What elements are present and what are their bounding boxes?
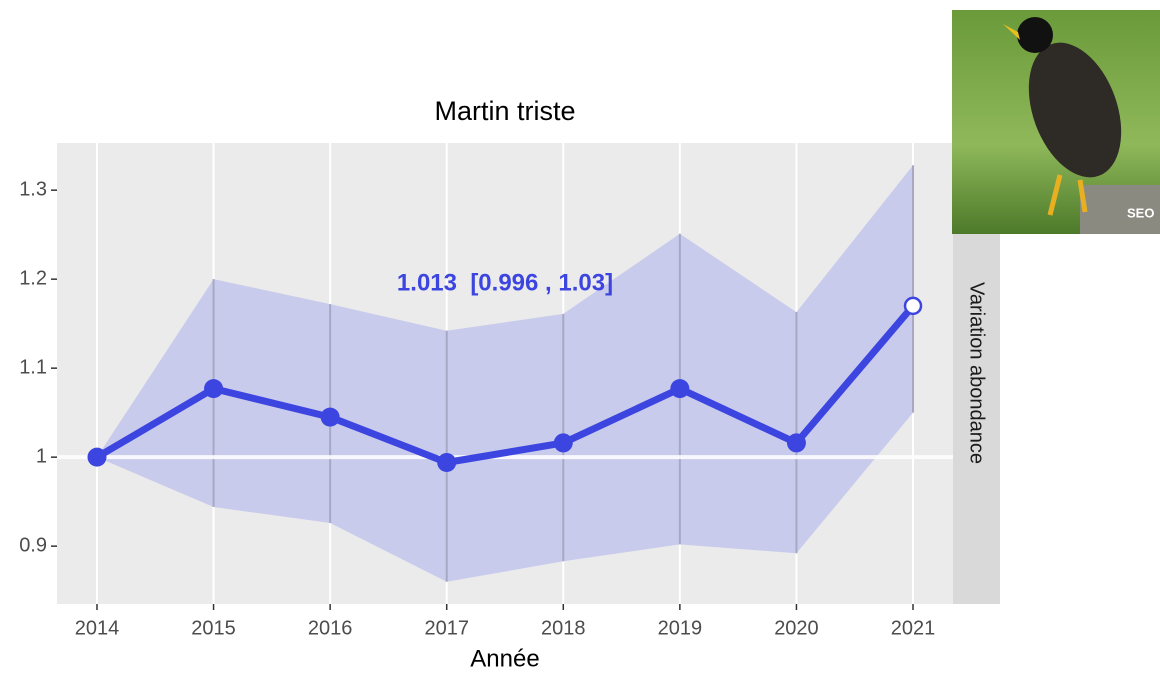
x-tick-label: 2019 — [658, 617, 703, 639]
x-tick-label: 2020 — [774, 617, 819, 639]
x-tick-label: 2015 — [191, 617, 236, 639]
point — [437, 453, 456, 472]
strip-label: Variation abondance — [966, 282, 988, 464]
x-tick-label: 2016 — [308, 617, 353, 639]
point — [787, 433, 806, 452]
x-tick-label: 2017 — [424, 617, 469, 639]
y-tick-label: 1.1 — [19, 356, 47, 378]
x-tick-label: 2014 — [75, 617, 120, 639]
y-tick-label: 1 — [36, 445, 47, 467]
point — [670, 379, 689, 398]
photo: SEO — [952, 10, 1160, 234]
point — [554, 433, 573, 452]
point — [87, 448, 106, 467]
chart-title: Martin triste — [434, 96, 575, 126]
photo-credit: SEO — [1127, 205, 1154, 220]
x-tick-label: 2021 — [891, 617, 936, 639]
photo-bird-head — [1017, 17, 1053, 53]
annotation: 1.013 [0.996 , 1.03] — [397, 269, 613, 296]
x-tick-label: 2018 — [541, 617, 586, 639]
point — [905, 298, 921, 314]
chart: Variation abondance Martin triste Année … — [0, 0, 1160, 673]
y-tick-label: 0.9 — [19, 534, 47, 556]
point — [321, 408, 340, 427]
point — [204, 379, 223, 398]
y-tick-label: 1.3 — [19, 178, 47, 200]
y-tick-label: 1.2 — [19, 267, 47, 289]
x-axis-label: Année — [470, 645, 539, 672]
